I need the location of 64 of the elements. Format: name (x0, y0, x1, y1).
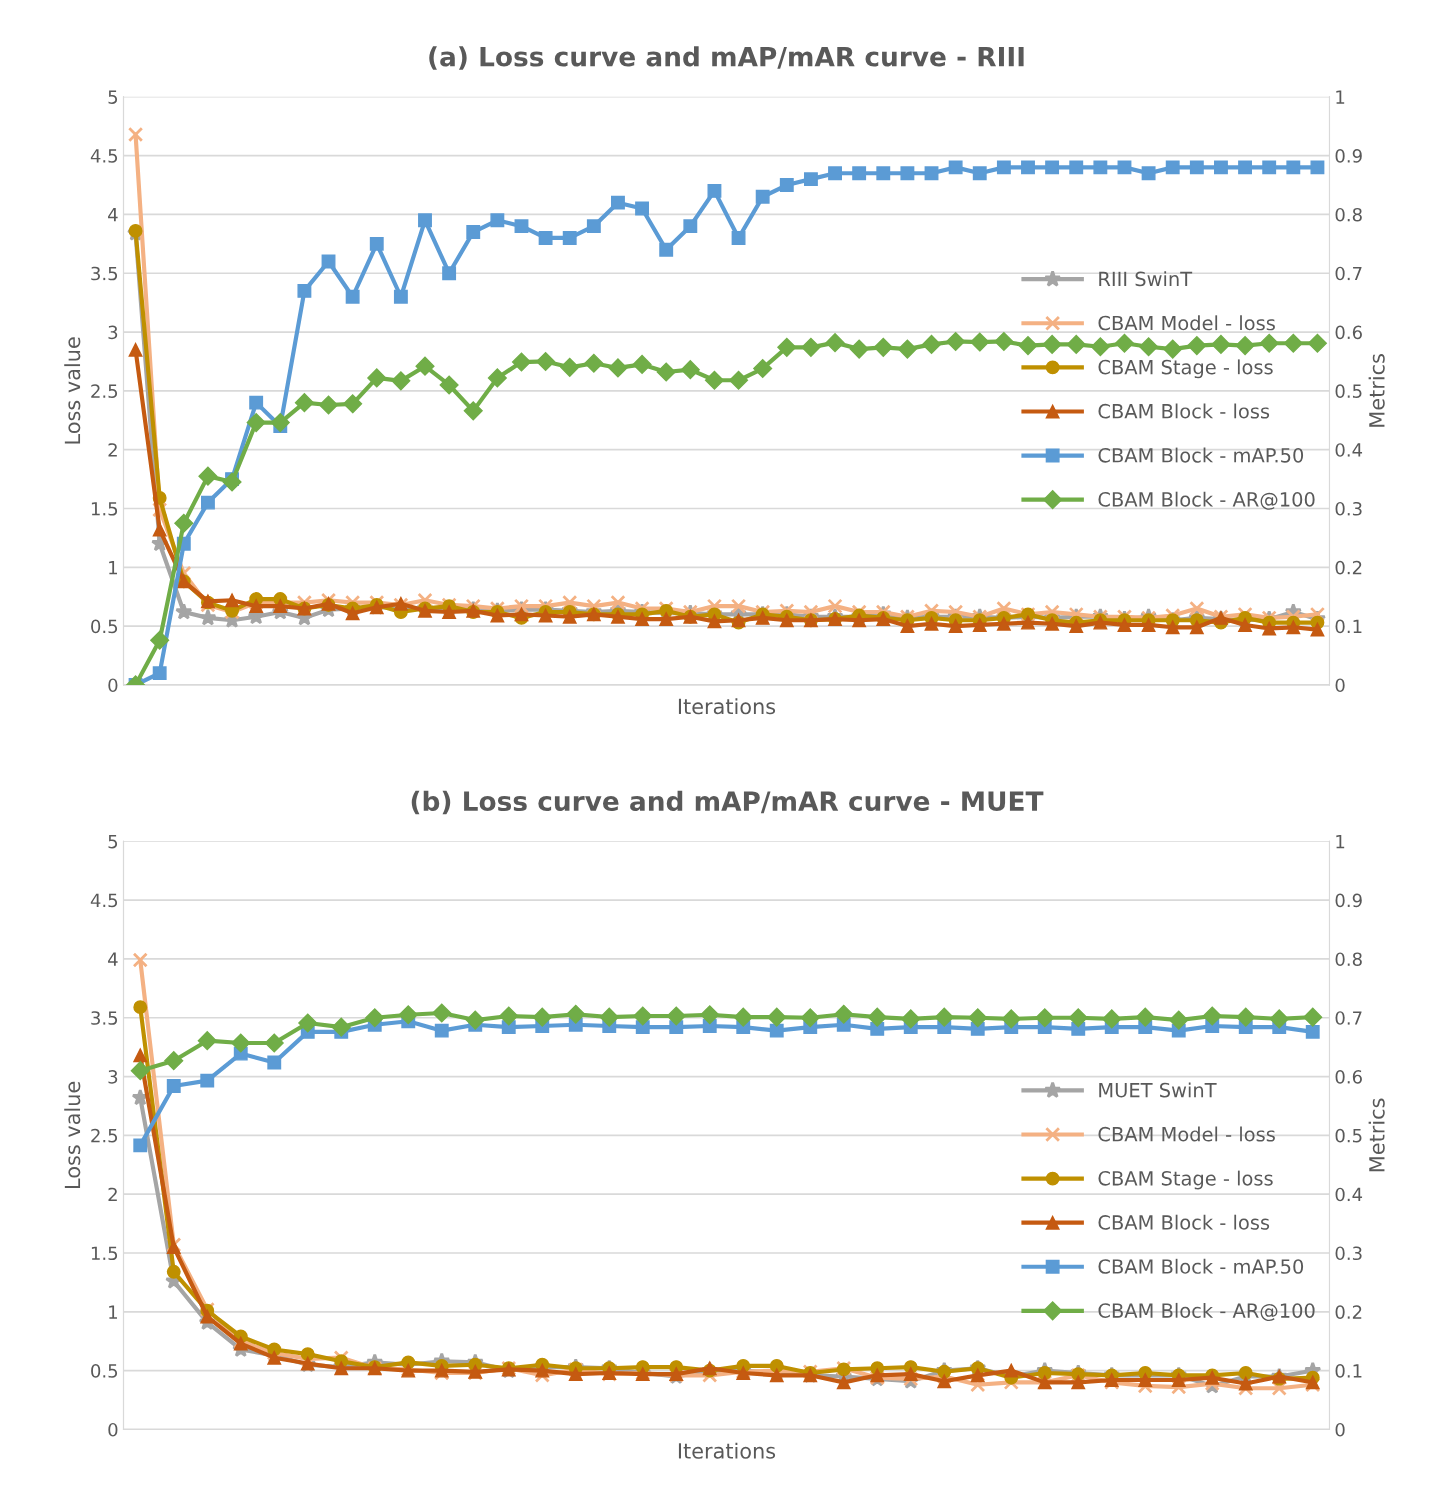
y-tick-label: 1 (109, 1305, 117, 1319)
y-tick-label: 5 (108, 834, 118, 849)
legend-label: CBAM Block - AR@100 (1098, 491, 1315, 510)
y-tick-label: 2 (108, 443, 117, 457)
y2-tick-label: 0 (1335, 1422, 1345, 1437)
y2-tick-label: 0.6 (1335, 1070, 1362, 1084)
y-tick-label: 2.5 (91, 384, 118, 398)
legend-label: RIII SwinT (1099, 271, 1193, 287)
y-tick-label: 3.5 (91, 1011, 118, 1025)
y2-axis-title: Metrics (1368, 354, 1385, 427)
y-tick-label: 4.5 (90, 149, 118, 163)
y2-tick-label: 0.3 (1335, 501, 1362, 516)
chart-title: (b) Loss curve and mAP/mAR curve - MUET (411, 790, 1044, 815)
y-tick-label: 5 (108, 90, 118, 104)
y-tick-label: 4 (108, 208, 118, 222)
legend-label: CBAM Stage - loss (1098, 1170, 1273, 1190)
legend-label: CBAM Block - AR@100 (1098, 1302, 1315, 1322)
y2-tick-label: 0.1 (1335, 1364, 1362, 1378)
y2-tick-label: 0.4 (1335, 443, 1363, 457)
y-tick-label: 3.5 (91, 266, 118, 281)
y2-tick-label: 0.1 (1335, 619, 1362, 634)
x-axis-title: Iterations (678, 698, 776, 715)
y-tick-label: 0 (108, 678, 118, 693)
legend-label: CBAM Block - loss (1098, 403, 1270, 419)
legend-label: CBAM Block - mAP.50 (1098, 1258, 1304, 1274)
y-axis-title: Loss value (64, 337, 81, 444)
y2-axis-title: Metrics (1368, 1098, 1385, 1172)
y2-tick-label: 0.2 (1335, 1305, 1362, 1319)
y2-tick-label: 0.7 (1335, 1011, 1362, 1025)
y2-tick-label: 1 (1336, 834, 1345, 849)
y-tick-label: 0.5 (91, 619, 118, 634)
y2-tick-label: 0.3 (1335, 1246, 1362, 1261)
y-tick-label: 1.5 (91, 1246, 118, 1261)
y2-tick-label: 0.7 (1335, 266, 1362, 281)
y2-tick-label: 0.9 (1335, 149, 1362, 163)
y-tick-label: 0.5 (91, 1364, 118, 1378)
legend-label: CBAM Model - loss (1098, 315, 1275, 331)
y2-tick-label: 0.9 (1335, 893, 1362, 908)
y2-tick-label: 0.8 (1335, 207, 1362, 222)
y-axis-title: Loss value (64, 1081, 81, 1188)
y2-tick-label: 1 (1336, 90, 1345, 104)
y-tick-label: 0 (108, 1422, 118, 1437)
y-tick-label: 4.5 (90, 893, 118, 908)
legend-label: CBAM Model - loss (1098, 1126, 1275, 1142)
y2-tick-label: 0.2 (1335, 560, 1362, 575)
y-tick-label: 3 (108, 325, 118, 340)
y-tick-label: 1 (109, 561, 117, 575)
y2-tick-label: 0 (1335, 678, 1345, 693)
legend-label: CBAM Block - mAP.50 (1098, 447, 1304, 463)
y2-tick-label: 0.6 (1335, 325, 1362, 340)
x-axis-title: Iterations (678, 1442, 776, 1459)
y-tick-label: 3 (108, 1070, 118, 1084)
y-tick-label: 2.5 (91, 1128, 118, 1143)
y2-tick-label: 0.5 (1335, 384, 1362, 398)
y2-tick-label: 0.5 (1335, 1128, 1362, 1143)
legend-label: CBAM Stage - loss (1098, 359, 1273, 379)
y2-tick-label: 0.4 (1335, 1187, 1363, 1202)
y-tick-label: 1.5 (91, 502, 118, 516)
chart-title: (a) Loss curve and mAP/mAR curve - RIII (429, 46, 1024, 70)
legend-label: MUET SwinT (1099, 1082, 1217, 1098)
y2-tick-label: 0.8 (1335, 952, 1362, 967)
legend-label: CBAM Block - loss (1098, 1214, 1270, 1230)
y-tick-label: 4 (108, 952, 118, 966)
y-tick-label: 2 (108, 1187, 117, 1202)
